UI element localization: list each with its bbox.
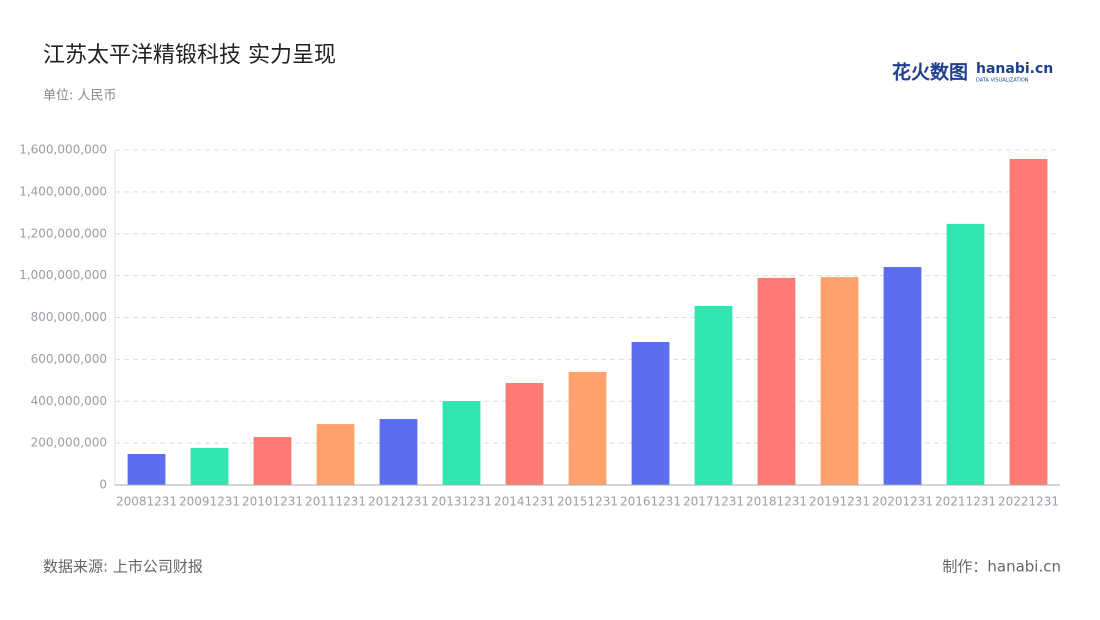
y-tick-label: 1,400,000,000 xyxy=(19,184,107,198)
bar xyxy=(694,305,733,485)
bar xyxy=(1009,159,1048,486)
y-tick-label: 600,000,000 xyxy=(31,352,107,366)
bar xyxy=(946,223,985,486)
y-tick-label: 0 xyxy=(99,478,107,492)
x-tick-label: 20191231 xyxy=(809,495,870,509)
x-tick-label: 20161231 xyxy=(620,495,681,509)
bar xyxy=(883,267,922,485)
x-tick-label: 20201231 xyxy=(872,495,933,509)
bar xyxy=(820,277,859,485)
x-tick-label: 20181231 xyxy=(746,495,807,509)
x-tick-label: 20111231 xyxy=(305,495,366,509)
bar xyxy=(505,383,544,485)
y-tick-label: 1,200,000,000 xyxy=(19,226,107,240)
bar xyxy=(442,401,481,485)
y-tick-label: 1,600,000,000 xyxy=(19,143,107,157)
chart-title: 江苏太平洋精锻科技 实力呈现 xyxy=(43,43,336,68)
y-tick-label: 1,000,000,000 xyxy=(19,268,107,282)
x-tick-label: 20171231 xyxy=(683,495,744,509)
x-tick-label: 20121231 xyxy=(368,495,429,509)
bar xyxy=(379,419,418,485)
chart-subtitle: 单位: 人民币 xyxy=(43,89,117,104)
y-tick-label: 800,000,000 xyxy=(31,310,107,324)
source-note: 数据来源: 上市公司财报 xyxy=(43,558,203,576)
x-tick-label: 20221231 xyxy=(998,495,1059,509)
bar xyxy=(316,424,355,485)
bar xyxy=(190,447,229,485)
credit: 制作：hanabi.cn xyxy=(942,558,1061,576)
bar xyxy=(568,371,607,485)
bar xyxy=(127,454,166,485)
x-tick-label: 20091231 xyxy=(179,495,240,509)
x-tick-label: 20131231 xyxy=(431,495,492,509)
x-tick-label: 20141231 xyxy=(494,495,555,509)
x-tick-label: 20211231 xyxy=(935,495,996,509)
y-tick-label: 400,000,000 xyxy=(31,394,107,408)
bar xyxy=(757,277,796,485)
y-tick-label: 200,000,000 xyxy=(31,436,107,450)
bar xyxy=(631,341,670,485)
x-tick-label: 20151231 xyxy=(557,495,618,509)
x-tick-label: 20101231 xyxy=(242,495,303,509)
bar xyxy=(253,437,292,485)
x-tick-label: 20081231 xyxy=(116,495,177,509)
logo-tagline: DATA VISUALIZATION xyxy=(976,78,1029,84)
logo-brand: 花火数图 xyxy=(892,61,968,84)
logo-site: hanabi.cn xyxy=(976,61,1053,77)
